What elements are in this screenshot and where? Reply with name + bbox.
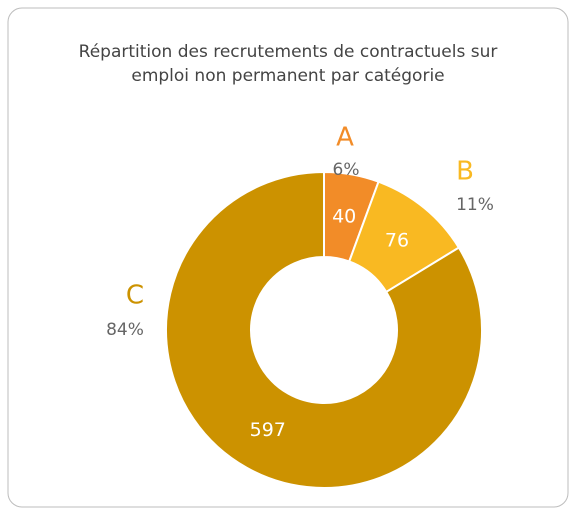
- data-label: 40: [332, 205, 356, 227]
- percent-label: 84%: [106, 320, 144, 340]
- percent-label: 11%: [456, 195, 494, 215]
- category-label: C: [126, 281, 144, 311]
- category-label: B: [456, 157, 474, 187]
- chart-title: Répartition des recrutements de contract…: [79, 42, 498, 62]
- percent-label: 6%: [333, 160, 360, 180]
- data-label: 76: [385, 230, 409, 252]
- donut-slice: [165, 170, 483, 489]
- category-label: A: [336, 123, 354, 153]
- chart-title: emploi non permanent par catégorie: [131, 66, 444, 86]
- data-label: 597: [250, 419, 286, 441]
